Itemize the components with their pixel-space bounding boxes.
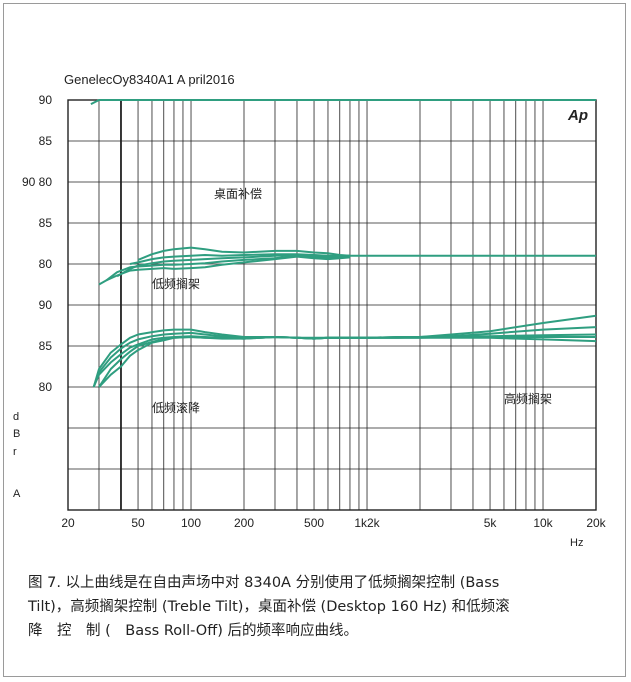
y-axis-label-char: r	[13, 446, 17, 458]
x-tick-label: 200	[234, 516, 254, 530]
frequency-response-chart: GenelecOy8340A1 A pril2016 20 50 100 200 500…	[0, 0, 631, 565]
chart-title: GenelecOy8340A1 A pril2016	[64, 72, 235, 87]
curve-annotation: 高频搁架	[504, 391, 552, 406]
caption-line-1: 图 7. 以上曲线是在自由声场中对 8340A 分别使用了低频搁架控制 (Bas…	[28, 571, 606, 595]
x-tick-label: 20	[61, 516, 75, 530]
y-axis-label: dBr A	[13, 411, 21, 500]
x-tick-label: 5k	[484, 516, 498, 530]
y-axis-label-char: d	[13, 411, 19, 423]
x-tick-label: 500	[304, 516, 324, 530]
caption-line-2: Tilt)，高频搁架控制 (Treble Tilt)，桌面补偿 (Desktop…	[28, 595, 606, 619]
ap-logo: Ap	[567, 107, 588, 124]
x-tick-label: 50	[131, 516, 145, 530]
x-tick-labels: 20 50 100 200 500 1k2k 5k 10k 20k	[61, 516, 606, 530]
y-tick-label: 90 80	[22, 175, 52, 189]
x-tick-label: 100	[181, 516, 201, 530]
y-tick-label: 80	[39, 257, 53, 271]
curve-annotation: 桌面补偿	[214, 186, 262, 201]
y-tick-label: 85	[39, 339, 53, 353]
x-tick-label: 20k	[586, 516, 606, 530]
curve-annotation: 低频搁架	[152, 276, 200, 291]
y-tick-labels: 90 85 90 80 85 80 90 85 80	[22, 93, 52, 394]
y-tick-label: 85	[39, 216, 53, 230]
curve-annotation: 低频滚降	[152, 400, 200, 415]
y-tick-label: 90	[39, 93, 53, 107]
figure-caption: 图 7. 以上曲线是在自由声场中对 8340A 分别使用了低频搁架控制 (Bas…	[28, 571, 606, 643]
x-tick-label: 10k	[533, 516, 553, 530]
y-tick-label: 85	[39, 134, 53, 148]
y-axis-label-char: A	[13, 488, 21, 500]
x-tick-label: 1k2k	[354, 516, 380, 530]
x-axis-label: Hz	[570, 537, 583, 549]
y-tick-label: 80	[39, 380, 53, 394]
caption-line-3: 降 控 制 ( Bass Roll-Off) 后的频率响应曲线。	[28, 619, 606, 643]
y-tick-label: 90	[39, 298, 53, 312]
y-axis-label-char: B	[13, 428, 20, 440]
